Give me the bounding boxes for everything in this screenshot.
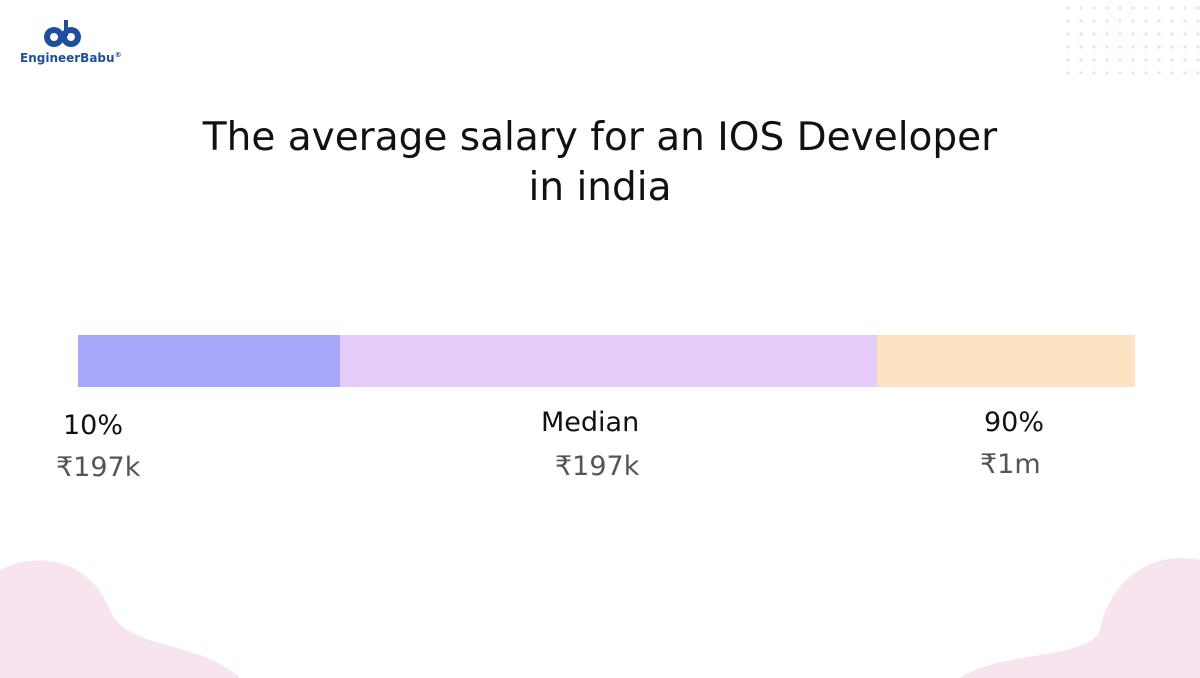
logo: EngineerBabu®: [20, 51, 122, 65]
bar-high: [877, 335, 1135, 387]
bar-mid: [340, 335, 877, 387]
logo-mark: ®: [114, 51, 122, 59]
dot-grid: [1066, 6, 1200, 74]
bar-low: [78, 335, 340, 387]
median-amount: ₹197k: [555, 451, 640, 482]
logo-name: EngineerBabu: [20, 51, 115, 65]
median-label: Median: [541, 407, 640, 438]
title-line: The average salary for an IOS Developer: [202, 115, 998, 160]
low-label: 10%: [63, 410, 124, 441]
blob-left: [0, 560, 240, 678]
logo-icon: [44, 20, 81, 47]
low-amount: ₹197k: [56, 452, 141, 483]
title-line: in india: [528, 165, 672, 210]
high-label: 90%: [984, 407, 1045, 438]
high-amount: ₹1m: [980, 449, 1041, 480]
blob-right: [960, 558, 1200, 678]
